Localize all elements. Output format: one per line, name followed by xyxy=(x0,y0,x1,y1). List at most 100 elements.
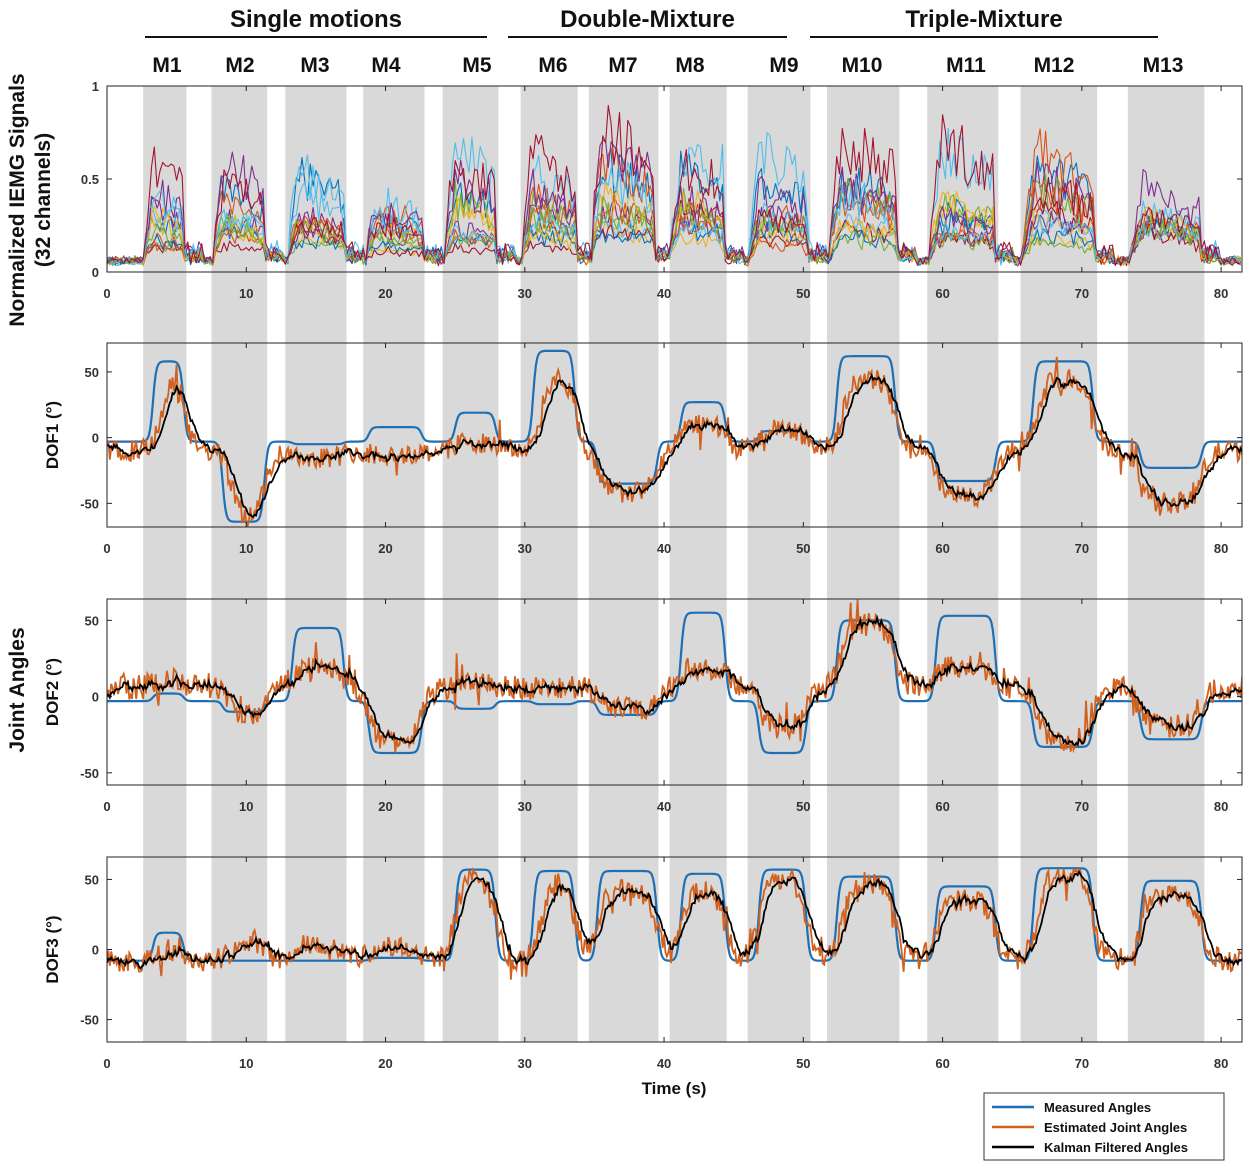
group-label: Single motions xyxy=(230,6,402,33)
emg-channel-line xyxy=(107,161,1241,267)
x-axis-label: Time (s) xyxy=(642,1079,707,1098)
legend: Measured Angles Estimated Joint Angles Kal… xyxy=(983,1092,1225,1161)
y-tick-label: 0 xyxy=(92,943,99,958)
motion-band-m8 xyxy=(669,86,727,1042)
x-tick-label: 50 xyxy=(796,286,810,301)
group-label: Double-Mixture xyxy=(560,6,735,33)
dof2-panel: 0 10 20 30 40 50 60 70 80 -50 0 50 DOF2 (°) xyxy=(43,598,1243,814)
y-axis-label: DOF1 (°) xyxy=(43,401,62,469)
estimated-angles-line xyxy=(107,356,1242,527)
x-tick-label: 80 xyxy=(1214,1056,1228,1071)
motion-label-m13: M13 xyxy=(1143,54,1184,77)
axes-frame xyxy=(106,598,1243,786)
x-tick-label: 70 xyxy=(1075,1056,1089,1071)
joint-angles-side-title: Joint Angles xyxy=(6,627,29,752)
kalman-angles-line xyxy=(107,372,1242,519)
x-tick-label: 60 xyxy=(935,541,949,556)
x-tick-label: 40 xyxy=(657,799,671,814)
titles-layer: Time (s) Normalized IEMG Signals (32 chann… xyxy=(6,73,706,1098)
x-tick-label: 30 xyxy=(518,799,532,814)
motion-label-m1: M1 xyxy=(152,54,181,77)
x-tick-label: 30 xyxy=(518,541,532,556)
y-axis-label: DOF2 (°) xyxy=(43,658,62,726)
emg-side-title-line-1: Normalized IEMG Signals xyxy=(6,73,29,326)
x-tick-label: 10 xyxy=(239,1056,253,1071)
angle-lines xyxy=(107,866,1242,980)
y-tick-label: 50 xyxy=(85,613,99,628)
emg-channel-line xyxy=(107,212,1241,266)
motion-label-m3: M3 xyxy=(300,54,329,77)
motion-band-m2 xyxy=(211,86,268,1042)
x-tick-label: 0 xyxy=(103,799,110,814)
y-tick-label: -50 xyxy=(80,766,99,781)
x-tick-label: 50 xyxy=(796,541,810,556)
dof1-panel: 0 10 20 30 40 50 60 70 80 -50 0 50 DOF1 (°) xyxy=(43,342,1243,556)
x-tick-label: 20 xyxy=(378,1056,392,1071)
motion-label-m2: M2 xyxy=(225,54,254,77)
y-tick-label: -50 xyxy=(80,1013,99,1028)
header-layer: Single motions Double-Mixture Triple-Mixtu… xyxy=(145,6,1183,77)
angle-lines xyxy=(107,349,1242,527)
y-tick-label: 0 xyxy=(92,690,99,705)
y-axis-label: DOF3 (°) xyxy=(43,915,62,983)
x-tick-label: 80 xyxy=(1214,286,1228,301)
x-tick-label: 10 xyxy=(239,541,253,556)
y-tick-label: 50 xyxy=(85,365,99,380)
kalman-angles-line xyxy=(107,870,1242,971)
x-tick-label: 30 xyxy=(518,1056,532,1071)
x-tick-label: 40 xyxy=(657,1056,671,1071)
x-tick-label: 10 xyxy=(239,286,253,301)
y-tick-label: 50 xyxy=(85,872,99,887)
kalman-angles-line xyxy=(107,614,1242,747)
x-tick-label: 70 xyxy=(1075,541,1089,556)
x-tick-label: 0 xyxy=(103,286,110,301)
y-tick-label: 1 xyxy=(92,79,99,94)
motion-label-m9: M9 xyxy=(769,54,798,77)
axes-frame xyxy=(106,342,1243,528)
emg-channel-line xyxy=(107,104,1241,267)
motion-label-m8: M8 xyxy=(675,54,704,77)
x-tick-label: 10 xyxy=(239,799,253,814)
legend-label: Estimated Joint Angles xyxy=(1044,1120,1187,1135)
motion-label-m4: M4 xyxy=(371,54,400,77)
x-tick-label: 60 xyxy=(935,286,949,301)
x-tick-label: 20 xyxy=(378,541,392,556)
legend-label: Kalman Filtered Angles xyxy=(1044,1140,1188,1155)
x-tick-label: 50 xyxy=(796,799,810,814)
x-tick-label: 70 xyxy=(1075,799,1089,814)
y-tick-label: -50 xyxy=(80,496,99,511)
emg-side-title: Normalized IEMG Signals (32 channels) xyxy=(6,73,55,326)
angle-lines xyxy=(107,599,1242,755)
y-tick-label: 0.5 xyxy=(81,172,99,187)
x-tick-label: 20 xyxy=(378,286,392,301)
x-tick-label: 0 xyxy=(103,1056,110,1071)
motion-label-m6: M6 xyxy=(538,54,567,77)
x-tick-label: 60 xyxy=(935,1056,949,1071)
motion-band-m13 xyxy=(1127,86,1205,1042)
x-tick-label: 30 xyxy=(518,286,532,301)
x-tick-label: 40 xyxy=(657,286,671,301)
emg-side-title-line-2: (32 channels) xyxy=(32,133,55,267)
x-tick-label: 80 xyxy=(1214,799,1228,814)
motion-label-m10: M10 xyxy=(842,54,883,77)
emg-channel-line xyxy=(107,195,1241,266)
emg-panel: 0 10 20 30 40 50 60 70 80 0 0.5 1 xyxy=(81,79,1243,301)
group-label: Triple-Mixture xyxy=(905,6,1062,33)
measured-angles-line xyxy=(107,611,1242,755)
x-tick-label: 60 xyxy=(935,799,949,814)
x-tick-label: 80 xyxy=(1214,541,1228,556)
y-tick-label: 0 xyxy=(92,265,99,280)
motion-label-m5: M5 xyxy=(462,54,491,77)
x-tick-label: 0 xyxy=(103,541,110,556)
dof3-panel: 0 10 20 30 40 50 60 70 80 -50 0 50 DOF3 (°) xyxy=(43,856,1243,1071)
x-tick-label: 40 xyxy=(657,541,671,556)
motion-label-m7: M7 xyxy=(608,54,637,77)
estimated-angles-line xyxy=(107,866,1242,980)
motion-label-m12: M12 xyxy=(1034,54,1075,77)
x-tick-label: 70 xyxy=(1075,286,1089,301)
motion-label-m11: M11 xyxy=(946,54,986,77)
x-tick-label: 50 xyxy=(796,1056,810,1071)
x-tick-label: 20 xyxy=(378,799,392,814)
